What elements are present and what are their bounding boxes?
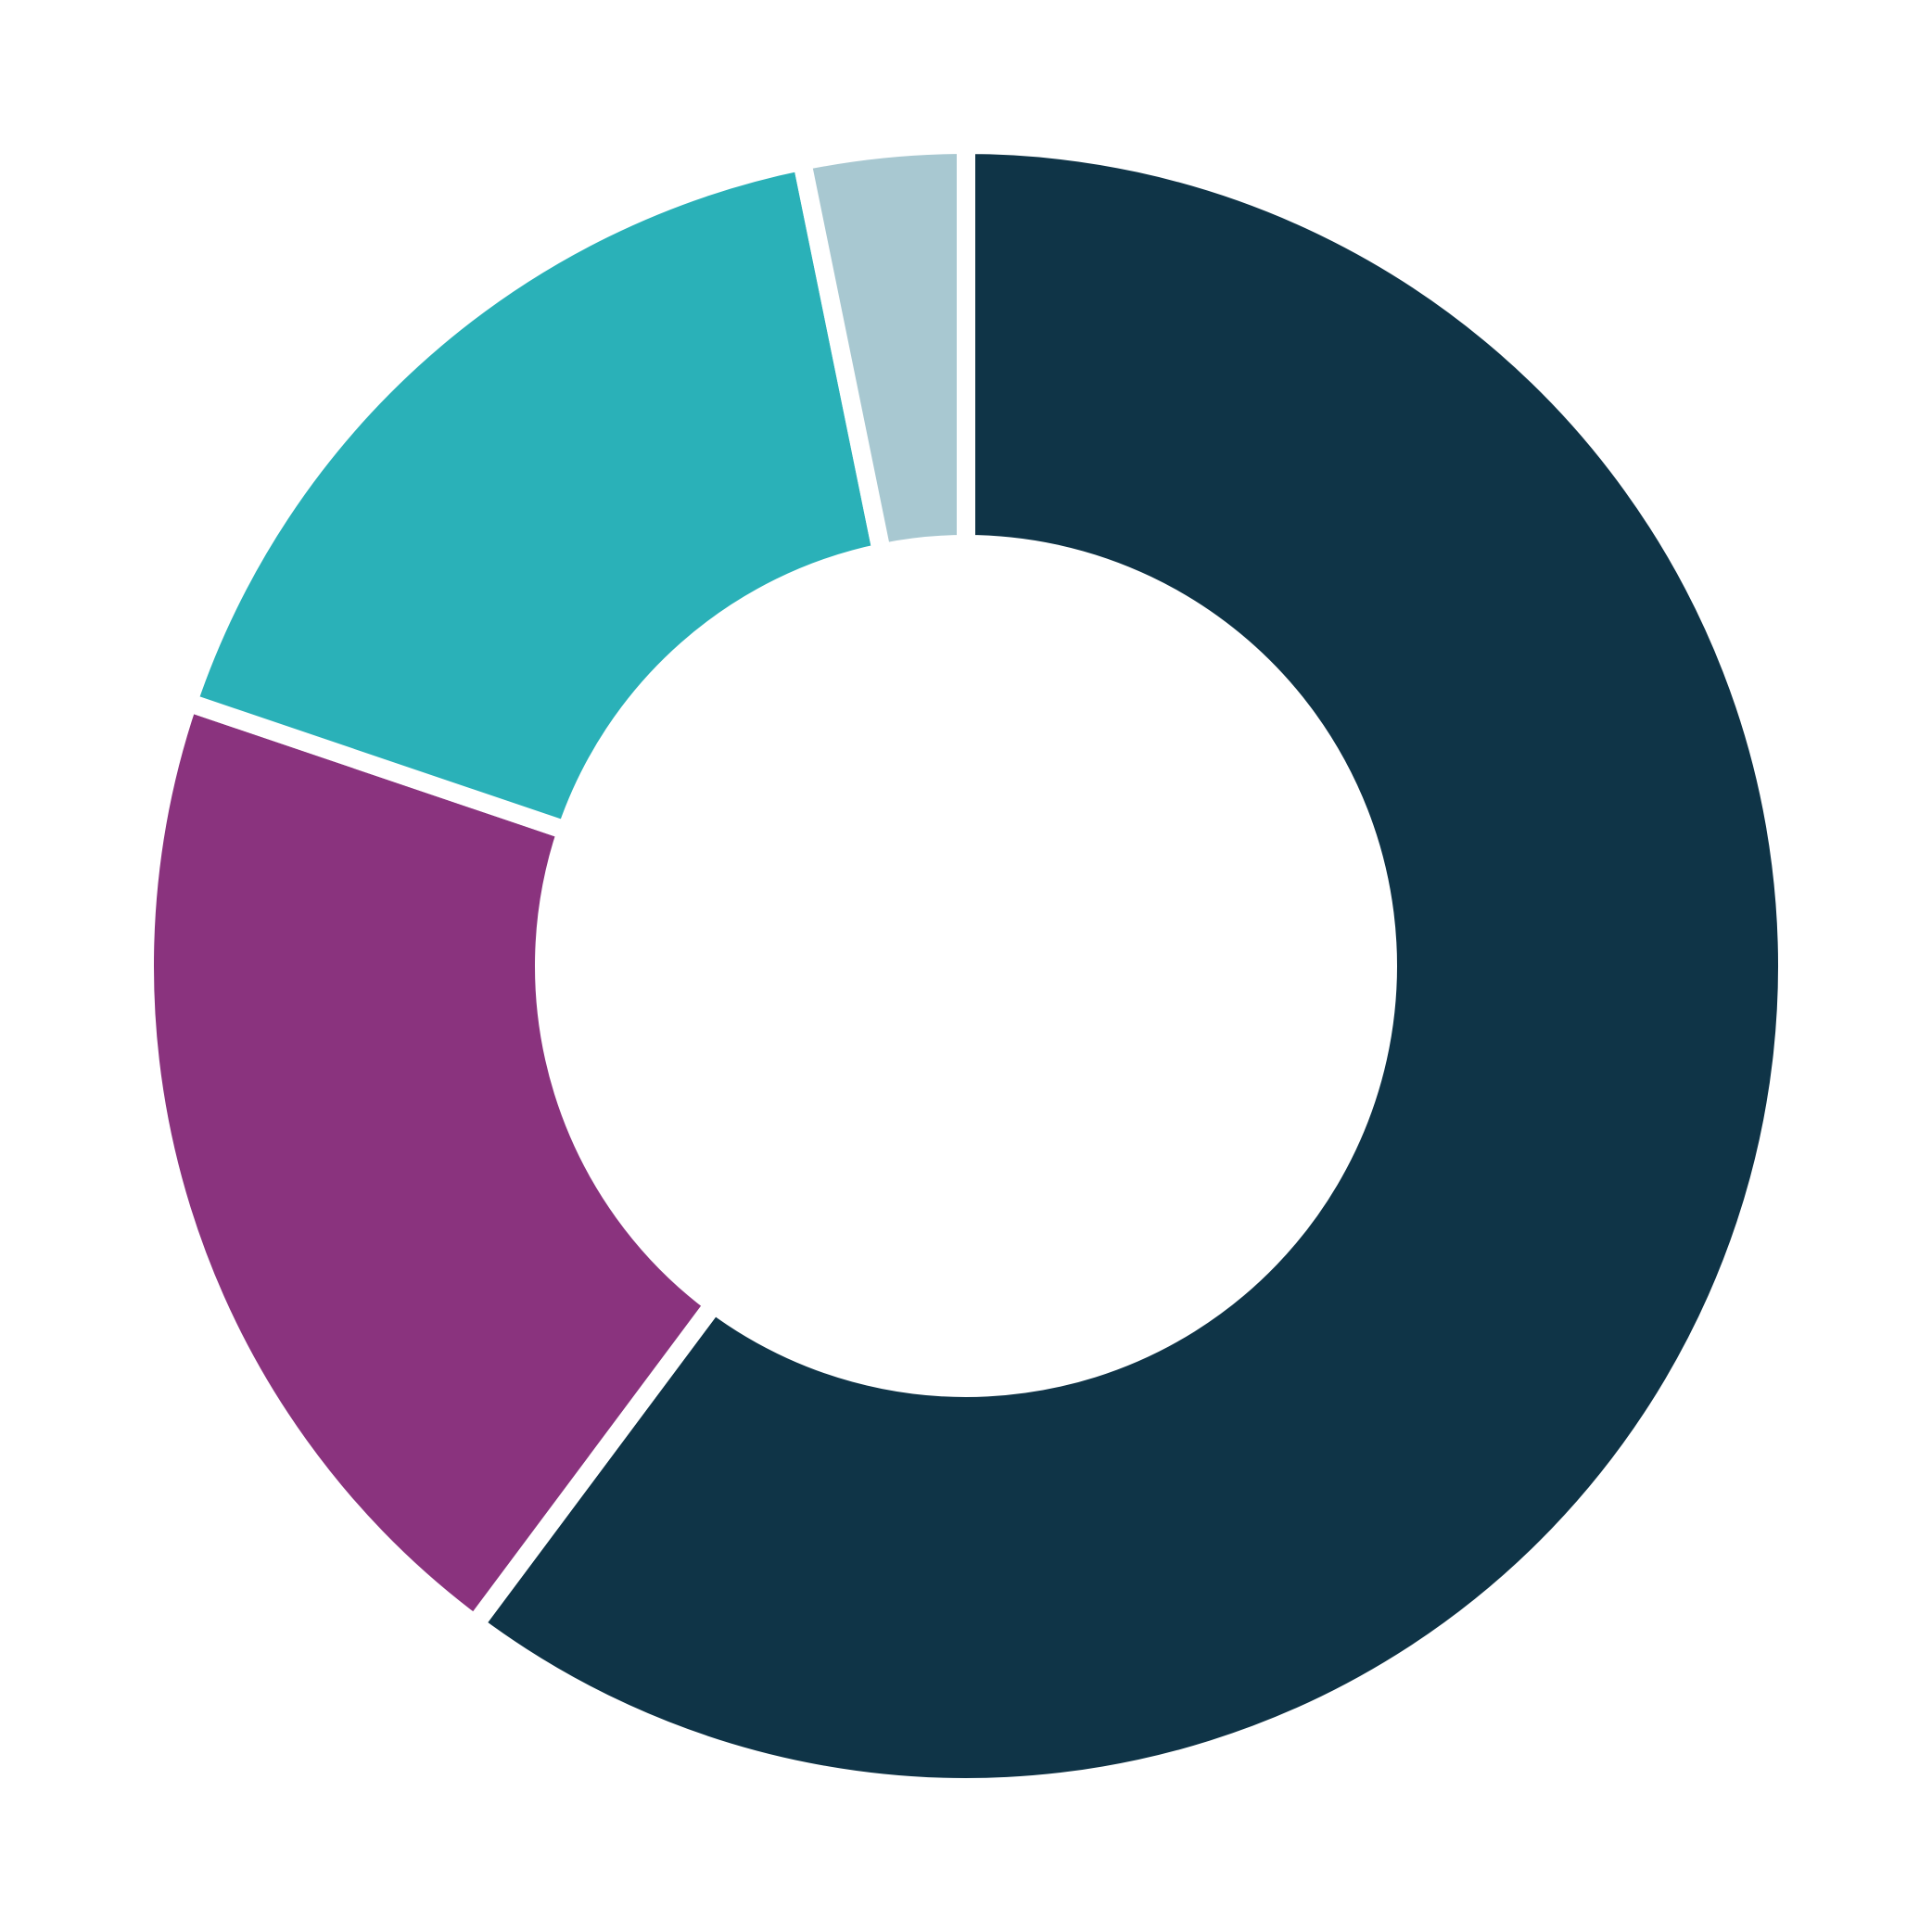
donut-slices [135, 134, 1797, 1797]
donut-slice-3 [176, 150, 893, 843]
donut-slice-2 [135, 690, 727, 1638]
donut-slice-4 [791, 134, 975, 564]
donut-slice-1 [462, 134, 1797, 1797]
